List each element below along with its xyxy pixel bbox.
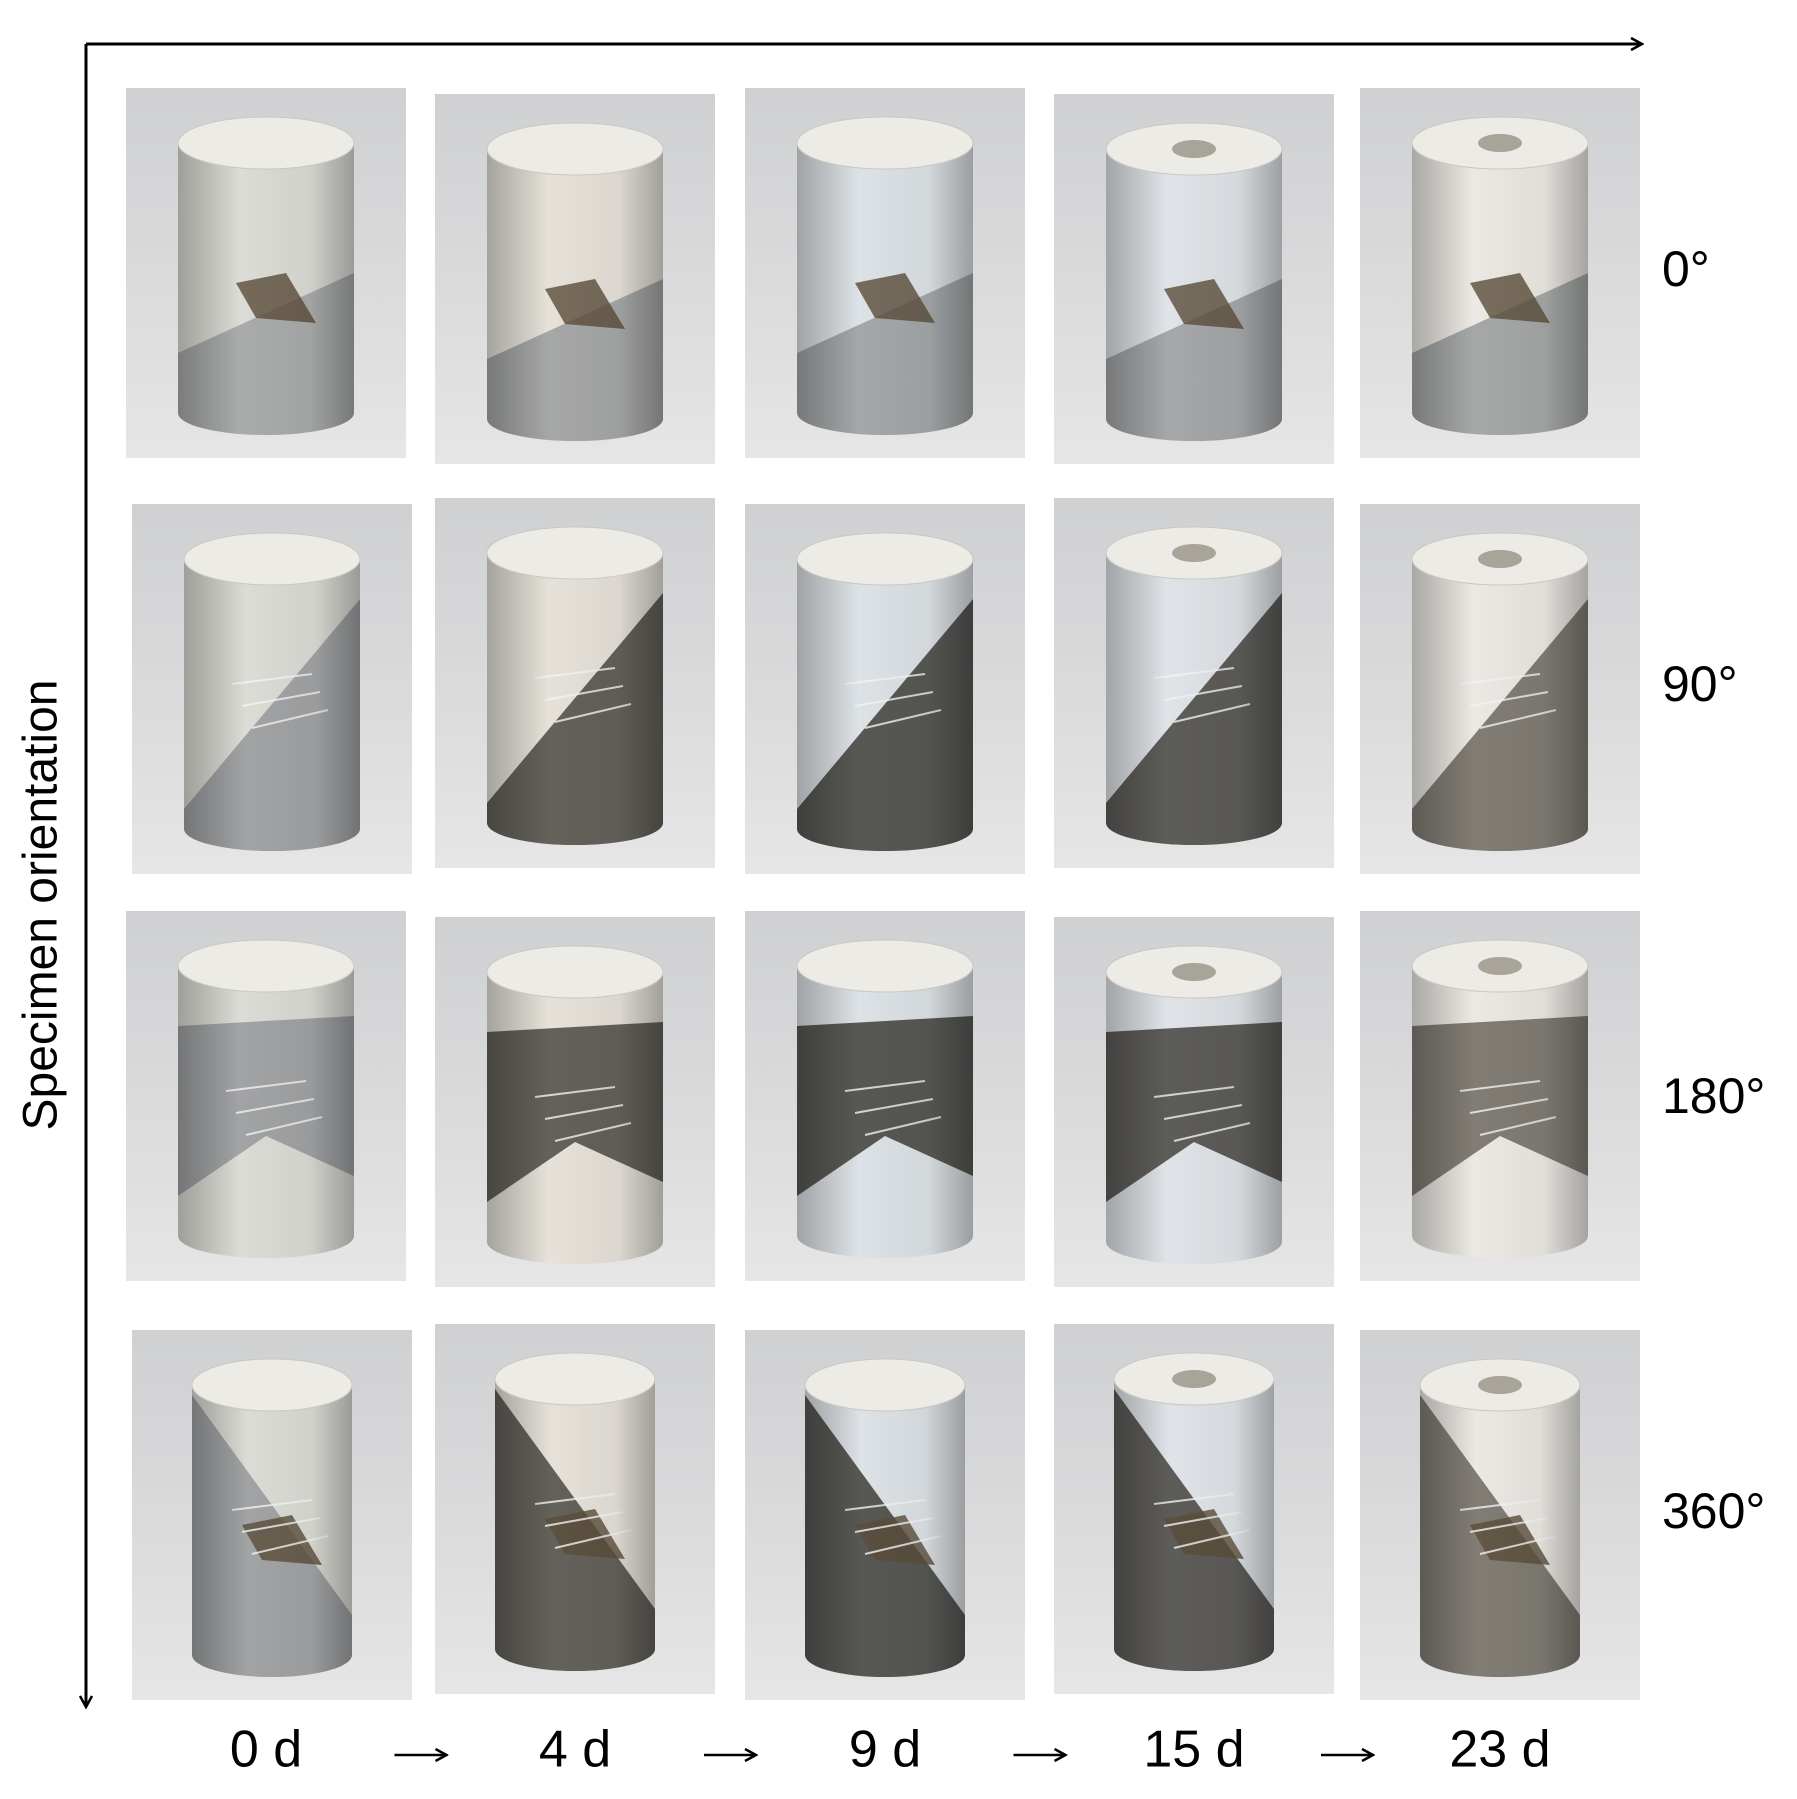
specimen-photo [1360, 1330, 1640, 1700]
drill-hole [1478, 550, 1522, 568]
cylinder [487, 946, 663, 1264]
cylinder [1420, 1359, 1580, 1677]
cylinder [487, 527, 663, 845]
cylinder-shading [184, 533, 360, 851]
cylinder [184, 533, 360, 851]
cylinder-shading [487, 946, 663, 1264]
specimen-photo [1360, 88, 1640, 458]
specimen-photo [1054, 917, 1334, 1287]
cylinder-shading [1106, 123, 1282, 441]
drill-hole [1172, 140, 1216, 158]
column-label: 15 d [1143, 1721, 1244, 1779]
specimen-photo [745, 88, 1025, 458]
specimen-photo [435, 917, 715, 1287]
cylinder-shading [797, 940, 973, 1258]
cylinder [495, 1353, 655, 1671]
cylinder [178, 940, 354, 1258]
specimen-photo [132, 1330, 412, 1700]
row-label: 0° [1662, 241, 1710, 297]
cylinder-shading [1412, 533, 1588, 851]
cylinder [797, 533, 973, 851]
specimen-photo [435, 498, 715, 868]
cylinder [192, 1359, 352, 1677]
cylinder-shading [1106, 946, 1282, 1264]
cylinder [805, 1359, 965, 1677]
cylinder [1412, 533, 1588, 851]
column-label: 23 d [1449, 1721, 1550, 1779]
drill-hole [1172, 963, 1216, 981]
specimen-photo [126, 88, 406, 458]
cylinder-top [177, 939, 355, 993]
cylinder [1106, 946, 1282, 1264]
cylinder-top [177, 116, 355, 170]
drill-hole [1478, 957, 1522, 975]
specimen-photo [745, 911, 1025, 1281]
cylinder-top [486, 945, 664, 999]
specimen-photo [435, 94, 715, 464]
cylinder-shading [178, 940, 354, 1258]
photo-grid [126, 88, 1640, 1700]
drill-hole [1478, 1376, 1522, 1394]
column-label: 9 d [849, 1721, 921, 1779]
specimen-photo [1360, 504, 1640, 874]
specimen-photo [435, 1324, 715, 1694]
cylinder-top [191, 1358, 353, 1412]
cylinder-top [796, 116, 974, 170]
row-label: 360° [1662, 1483, 1765, 1539]
specimen-photo [745, 1330, 1025, 1700]
cylinder-top [796, 939, 974, 993]
cylinder-shading [1420, 1359, 1580, 1677]
cylinder-top [796, 532, 974, 586]
axis-label: Specimen orientation [15, 680, 68, 1131]
cylinder-shading [1412, 940, 1588, 1258]
drill-hole [1478, 134, 1522, 152]
column-label: 0 d [230, 1721, 302, 1779]
cylinder [1106, 527, 1282, 845]
cylinder [1412, 117, 1588, 435]
cylinder-shading [495, 1353, 655, 1671]
specimen-photo [1054, 94, 1334, 464]
cylinder-shading [1106, 527, 1282, 845]
cylinder-top [486, 122, 664, 176]
cylinder-shading [487, 123, 663, 441]
cylinder-shading [178, 117, 354, 435]
specimen-photo [1054, 498, 1334, 868]
specimen-photo [1360, 911, 1640, 1281]
cylinder [797, 940, 973, 1258]
cylinder-top [486, 526, 664, 580]
specimen-photo [1054, 1324, 1334, 1694]
column-label: 4 d [539, 1721, 611, 1779]
cylinder [1114, 1353, 1274, 1671]
cylinder-shading [805, 1359, 965, 1677]
drill-hole [1172, 1370, 1216, 1388]
cylinder [487, 123, 663, 441]
cylinder-top [804, 1358, 966, 1412]
cylinder-top [494, 1352, 656, 1406]
specimen-photo [745, 504, 1025, 874]
cylinder [797, 117, 973, 435]
cylinder-top [183, 532, 361, 586]
cylinder-shading [797, 533, 973, 851]
cylinder [178, 117, 354, 435]
drill-hole [1172, 544, 1216, 562]
specimen-photo [132, 504, 412, 874]
specimen-photo [126, 911, 406, 1281]
cylinder-shading [797, 117, 973, 435]
cylinder [1412, 940, 1588, 1258]
cylinder-shading [487, 527, 663, 845]
cylinder-shading [192, 1359, 352, 1677]
cylinder-shading [1114, 1353, 1274, 1671]
row-label: 180° [1662, 1068, 1765, 1124]
cylinder-shading [1412, 117, 1588, 435]
row-label: 90° [1662, 656, 1738, 712]
cylinder [1106, 123, 1282, 441]
